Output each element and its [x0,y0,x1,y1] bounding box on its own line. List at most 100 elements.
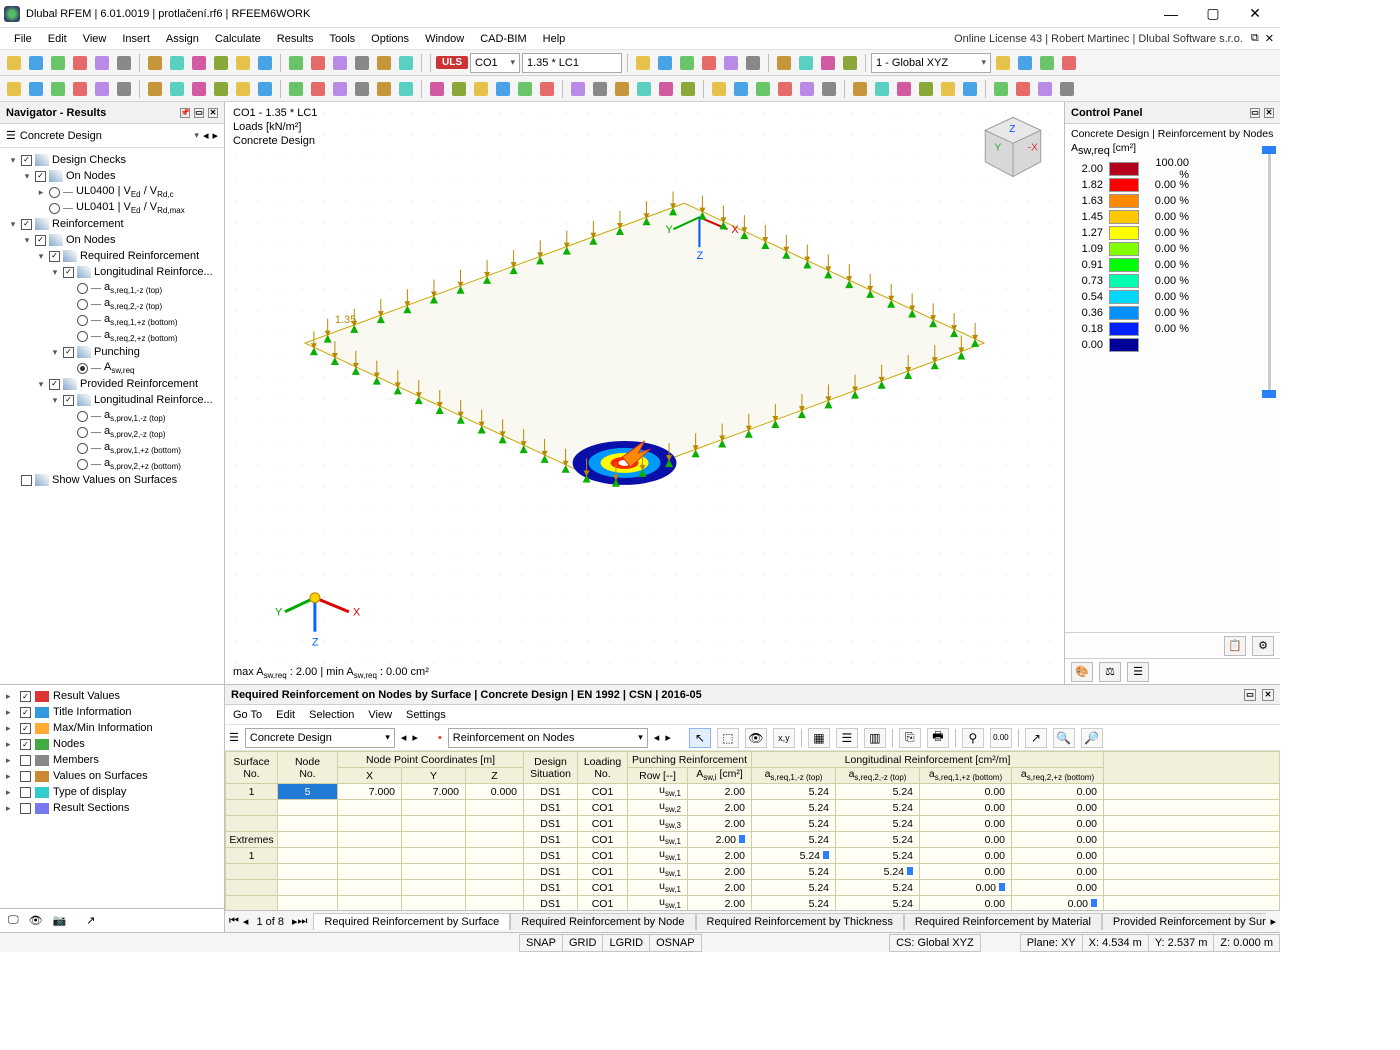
table-menu-edit[interactable]: Edit [276,709,295,721]
close-button[interactable]: ✕ [1234,0,1276,28]
copy-icon[interactable]: 📋 [1224,636,1246,656]
toolbar-btn[interactable] [894,79,914,99]
menu-results[interactable]: Results [269,31,322,47]
toolbar-btn[interactable] [4,53,24,73]
table-tab[interactable]: Required Reinforcement by Surface [313,913,510,930]
tree-node[interactable]: as,prov,2,+z (bottom) [4,456,224,472]
checkbox[interactable]: ✓ [49,251,60,262]
toolbar-btn[interactable] [656,79,676,99]
toolbar-btn[interactable] [70,79,90,99]
pin-icon[interactable]: 📌 [180,108,190,118]
table-tab[interactable]: Required Reinforcement by Thickness [696,913,904,930]
menu-insert[interactable]: Insert [114,31,158,47]
toolbar-btn[interactable] [286,79,306,99]
toolbar-btn[interactable] [590,79,610,99]
toolbar-btn[interactable] [872,79,892,99]
toolbar-btn[interactable] [471,79,491,99]
results-grid[interactable]: SurfaceNo.NodeNo.Node Point Coordinates … [225,751,1280,910]
toolbar-btn[interactable] [916,79,936,99]
toolbar-btn[interactable] [48,53,68,73]
toolbar-btn[interactable] [255,53,275,73]
grid-toggle[interactable]: GRID [562,934,604,952]
toolbar-btn[interactable] [677,53,697,73]
toolbar-btn[interactable] [493,79,513,99]
tree-node[interactable]: as,req,1,-z (top) [4,280,224,296]
radio[interactable] [77,459,88,470]
settings-icon[interactable]: ⚙ [1252,636,1274,656]
checkbox[interactable]: ✓ [21,219,32,230]
toolbar-btn[interactable] [1057,79,1077,99]
tree-node[interactable]: as,req,2,+z (bottom) [4,328,224,344]
col-icon[interactable]: ▥ [864,728,886,748]
toolbar-btn[interactable] [308,53,328,73]
toolbar-btn[interactable] [537,79,557,99]
panel-close-icon[interactable]: ✕ [1262,689,1274,701]
toolbar-btn[interactable] [960,79,980,99]
tree-node[interactable]: ▾✓Reinforcement [4,216,224,232]
toolbar-btn[interactable] [308,79,328,99]
navigator-selector[interactable]: ☰ Concrete Design ▾ ◂ ▸ [0,124,224,148]
tab-show-icon[interactable]: 🖵 [8,914,19,927]
tree-node[interactable]: ▾✓On Nodes [4,232,224,248]
list-item[interactable]: ▸ ✓ Result Values [4,688,220,704]
tree-node[interactable]: as,prov,1,-z (top) [4,408,224,424]
cs-combo[interactable]: 1 - Global XYZ▾ [871,53,991,73]
toolbar-btn[interactable] [167,53,187,73]
toolbar-btn[interactable] [114,53,134,73]
toolbar-btn[interactable] [709,79,729,99]
table-tab[interactable]: Required Reinforcement by Material [904,913,1102,930]
pick-icon[interactable]: ↗ [1025,728,1047,748]
radio[interactable] [77,315,88,326]
list-item[interactable]: ▸ ✓ Nodes [4,736,220,752]
table-icon[interactable]: ▦ [808,728,830,748]
toolbar-btn[interactable] [330,79,350,99]
toolbar-btn[interactable] [568,79,588,99]
toolbar-btn[interactable] [396,53,416,73]
legend-slider[interactable] [1264,146,1274,398]
toolbar-btn[interactable] [396,79,416,99]
menu-help[interactable]: Help [535,31,574,47]
menu-assign[interactable]: Assign [158,31,207,47]
table-menu-selection[interactable]: Selection [309,709,354,721]
toolbar-btn[interactable] [92,79,112,99]
tree-node[interactable]: as,prov,2,-z (top) [4,424,224,440]
toolbar-btn[interactable] [840,53,860,73]
list-item[interactable]: ▸ Members [4,752,220,768]
radio[interactable] [77,283,88,294]
toolbar-btn[interactable] [731,79,751,99]
precision-icon[interactable]: 0.00 [990,728,1012,748]
viewport-3d[interactable]: X Y Z X Y Z 1.35 CO1 - 1.35 * LC1 Loads … [225,102,1065,684]
checkbox[interactable]: ✓ [63,347,74,358]
toolbar-btn[interactable] [938,79,958,99]
toolbar-btn[interactable] [753,79,773,99]
tree-node[interactable]: ▸UL0400 | VEd / VRd,c [4,184,224,200]
toolbar-btn[interactable] [70,53,90,73]
menu-window[interactable]: Window [417,31,472,47]
navigator-tree[interactable]: ▾✓Design Checks ▾✓On Nodes ▸UL0400 | VEd /… [0,148,224,684]
minimize-button[interactable]: — [1150,0,1192,28]
undock-icon[interactable]: ▭ [1250,108,1260,118]
radio[interactable] [49,187,60,198]
first-icon[interactable]: ⏮ [225,915,243,928]
table-menu-settings[interactable]: Settings [406,709,446,721]
table-result-combo[interactable]: Reinforcement on Nodes▾ [448,728,648,748]
tree-node[interactable]: ▾✓Provided Reinforcement [4,376,224,392]
factor-input[interactable] [522,53,622,73]
undock-icon[interactable]: ▭ [194,108,204,118]
list-item[interactable]: ▸ Type of display [4,784,220,800]
toolbar-btn[interactable] [233,53,253,73]
toolbar-btn[interactable] [1013,79,1033,99]
toolbar-btn[interactable] [612,79,632,99]
menu-file[interactable]: File [6,31,40,47]
toolbar-btn[interactable] [145,53,165,73]
tree-node[interactable]: Show Values on Surfaces [4,472,224,488]
last-icon[interactable]: ⏭ [298,915,308,928]
checkbox[interactable] [21,475,32,486]
tree-node[interactable]: ▾✓Design Checks [4,152,224,168]
toolbar-btn[interactable] [633,53,653,73]
toolbar-btn[interactable] [515,79,535,99]
toolbar-btn[interactable] [427,79,447,99]
toolbar-btn[interactable] [286,53,306,73]
checkbox[interactable]: ✓ [63,267,74,278]
toolbar-btn[interactable] [352,53,372,73]
